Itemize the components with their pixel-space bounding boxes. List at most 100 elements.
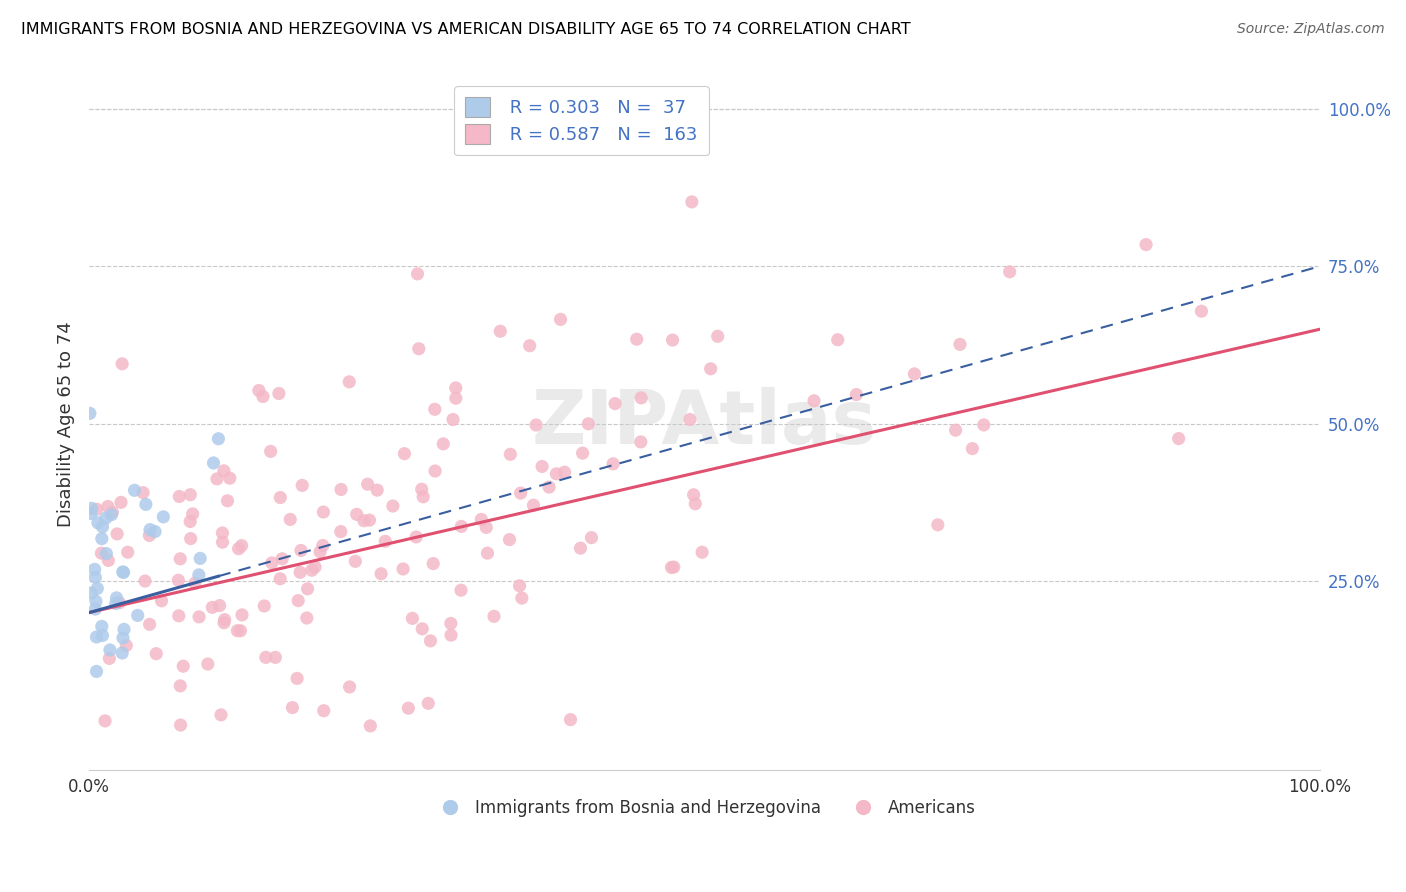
Point [247, 384, 270, 398]
Point [231, 607, 253, 622]
Point [108, 596, 131, 610]
Point [626, 332, 648, 346]
Point [312, 505, 335, 519]
Point [124, 483, 146, 498]
Point [101, 505, 124, 519]
Point [405, 530, 427, 544]
Point [423, 402, 446, 417]
Point [411, 483, 433, 497]
Point [396, 701, 419, 715]
Point [301, 563, 323, 577]
Point [84, 602, 107, 616]
Point [100, 508, 122, 522]
Point [630, 391, 652, 405]
Point [135, 497, 157, 511]
Point [117, 545, 139, 559]
Point [419, 633, 441, 648]
Point [1135, 237, 1157, 252]
Point [231, 539, 253, 553]
Point [201, 600, 224, 615]
Point [392, 562, 415, 576]
Point [706, 329, 728, 343]
Point [104, 596, 127, 610]
Point [290, 543, 312, 558]
Point [699, 361, 721, 376]
Point [412, 490, 434, 504]
Point [80, 586, 103, 600]
Point [569, 541, 592, 556]
Point [134, 574, 156, 588]
Point [366, 483, 388, 497]
Point [179, 515, 201, 529]
Point [803, 393, 825, 408]
Point [482, 609, 505, 624]
Point [172, 659, 194, 673]
Point [226, 624, 249, 638]
Point [264, 650, 287, 665]
Point [550, 312, 572, 326]
Point [218, 471, 240, 485]
Point [444, 381, 467, 395]
Point [86, 665, 108, 679]
Point [111, 646, 134, 660]
Point [661, 560, 683, 574]
Point [576, 417, 599, 431]
Point [475, 520, 498, 534]
Point [202, 456, 225, 470]
Point [112, 566, 135, 580]
Point [522, 498, 544, 512]
Point [208, 599, 231, 613]
Point [211, 535, 233, 549]
Point [346, 508, 368, 522]
Point [998, 265, 1021, 279]
Point [271, 551, 294, 566]
Point [86, 630, 108, 644]
Point [214, 613, 236, 627]
Point [498, 533, 520, 547]
Point [370, 566, 392, 581]
Point [84, 570, 107, 584]
Point [845, 387, 868, 401]
Point [903, 367, 925, 381]
Point [949, 337, 972, 351]
Point [179, 488, 201, 502]
Point [359, 513, 381, 527]
Point [285, 672, 308, 686]
Point [401, 611, 423, 625]
Point [295, 611, 318, 625]
Point [681, 194, 703, 209]
Point [432, 437, 454, 451]
Point [260, 444, 283, 458]
Point [571, 446, 593, 460]
Point [554, 465, 576, 479]
Point [169, 679, 191, 693]
Point [1167, 432, 1189, 446]
Point [167, 608, 190, 623]
Point [679, 412, 702, 426]
Point [84, 594, 107, 608]
Point [181, 507, 204, 521]
Point [519, 339, 541, 353]
Point [381, 499, 404, 513]
Point [105, 527, 128, 541]
Point [278, 512, 301, 526]
Point [228, 541, 250, 556]
Text: Source: ZipAtlas.com: Source: ZipAtlas.com [1237, 22, 1385, 37]
Point [169, 718, 191, 732]
Point [477, 546, 499, 560]
Y-axis label: Disability Age 65 to 74: Disability Age 65 to 74 [58, 321, 75, 526]
Point [374, 534, 396, 549]
Point [260, 556, 283, 570]
Point [115, 639, 138, 653]
Point [470, 512, 492, 526]
Point [98, 643, 121, 657]
Point [394, 447, 416, 461]
Point [269, 572, 291, 586]
Point [97, 553, 120, 567]
Point [211, 525, 233, 540]
Point [510, 591, 533, 605]
Point [1191, 304, 1213, 318]
Point [80, 501, 103, 516]
Point [150, 594, 173, 608]
Point [98, 651, 121, 665]
